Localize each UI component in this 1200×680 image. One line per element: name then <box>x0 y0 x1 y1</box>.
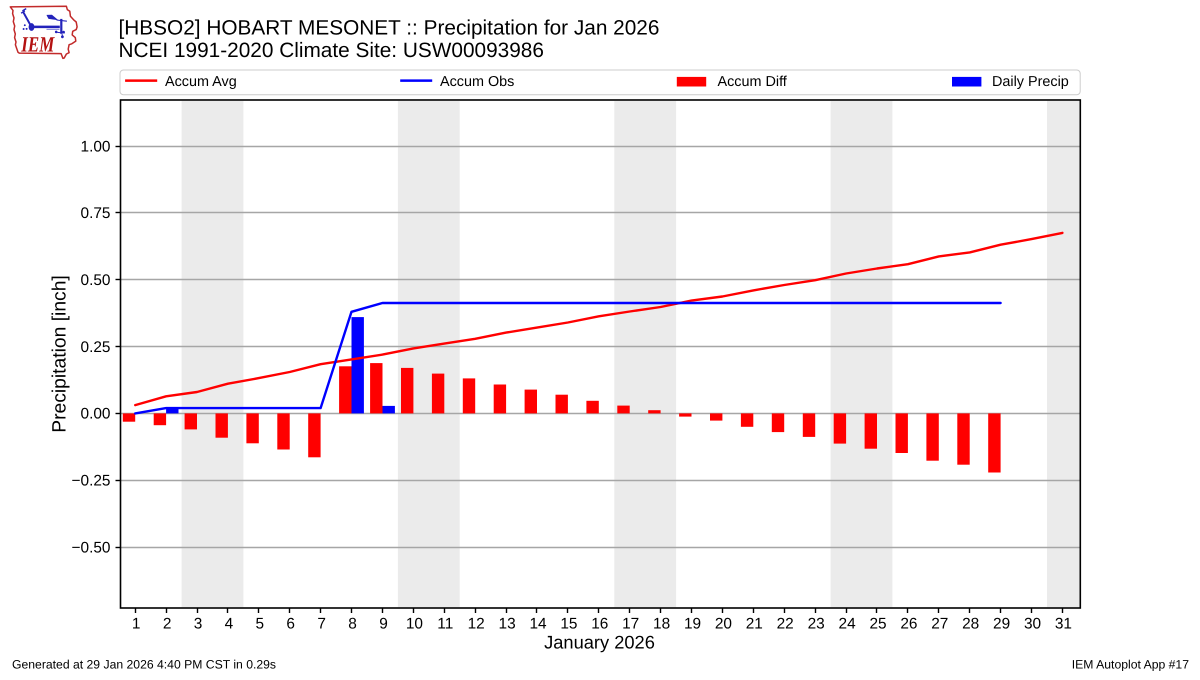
svg-text:0.50: 0.50 <box>81 272 111 289</box>
svg-text:0.00: 0.00 <box>81 406 111 423</box>
svg-text:9: 9 <box>379 616 388 633</box>
svg-text:0.25: 0.25 <box>81 339 111 356</box>
svg-text:Daily Precip: Daily Precip <box>992 74 1069 90</box>
svg-text:25: 25 <box>869 616 886 633</box>
svg-text:17: 17 <box>622 616 639 633</box>
svg-text:31: 31 <box>1055 616 1072 633</box>
svg-text:Precipitation [inch]: Precipitation [inch] <box>50 275 71 433</box>
svg-text:12: 12 <box>468 616 485 633</box>
svg-text:3: 3 <box>194 616 203 633</box>
svg-text:29: 29 <box>993 616 1010 633</box>
svg-text:IEM: IEM <box>21 32 55 56</box>
svg-text:−0.50: −0.50 <box>72 539 111 556</box>
svg-text:16: 16 <box>591 616 608 633</box>
svg-text:0.75: 0.75 <box>81 205 111 222</box>
svg-text:30: 30 <box>1024 616 1041 633</box>
svg-text:6: 6 <box>286 616 295 633</box>
svg-text:5: 5 <box>256 616 265 633</box>
svg-text:19: 19 <box>684 616 701 633</box>
svg-text:7: 7 <box>317 616 326 633</box>
svg-text:27: 27 <box>931 616 948 633</box>
svg-text:Accum Diff: Accum Diff <box>718 74 788 90</box>
svg-text:8: 8 <box>348 616 357 633</box>
svg-text:24: 24 <box>839 616 857 633</box>
svg-text:1.00: 1.00 <box>81 138 111 155</box>
svg-text:28: 28 <box>962 616 979 633</box>
svg-text:10: 10 <box>406 616 423 633</box>
svg-text:[HBSO2] HOBART MESONET :: Prec: [HBSO2] HOBART MESONET :: Precipitation … <box>119 17 660 40</box>
svg-text:−0.25: −0.25 <box>72 473 111 490</box>
svg-text:11: 11 <box>437 616 453 633</box>
svg-text:4: 4 <box>225 616 234 633</box>
svg-text:14: 14 <box>529 616 547 633</box>
svg-text:26: 26 <box>900 616 917 633</box>
svg-text:NCEI 1991-2020 Climate Site: U: NCEI 1991-2020 Climate Site: USW00093986 <box>119 39 544 62</box>
svg-text:20: 20 <box>715 616 732 633</box>
svg-text:18: 18 <box>653 616 670 633</box>
svg-text:13: 13 <box>499 616 516 633</box>
svg-text:1: 1 <box>132 616 141 633</box>
svg-text:Generated at 29 Jan 2026 4:40: Generated at 29 Jan 2026 4:40 PM CST in … <box>12 658 276 672</box>
svg-text:2: 2 <box>163 616 172 633</box>
svg-text:23: 23 <box>808 616 825 633</box>
svg-text:21: 21 <box>746 616 763 633</box>
svg-text:15: 15 <box>560 616 577 633</box>
svg-text:Accum Avg: Accum Avg <box>165 74 237 90</box>
svg-text:IEM Autoplot App #17: IEM Autoplot App #17 <box>1072 658 1189 672</box>
svg-text:22: 22 <box>777 616 794 633</box>
svg-text:Accum Obs: Accum Obs <box>440 74 514 90</box>
svg-text:January 2026: January 2026 <box>544 632 655 653</box>
